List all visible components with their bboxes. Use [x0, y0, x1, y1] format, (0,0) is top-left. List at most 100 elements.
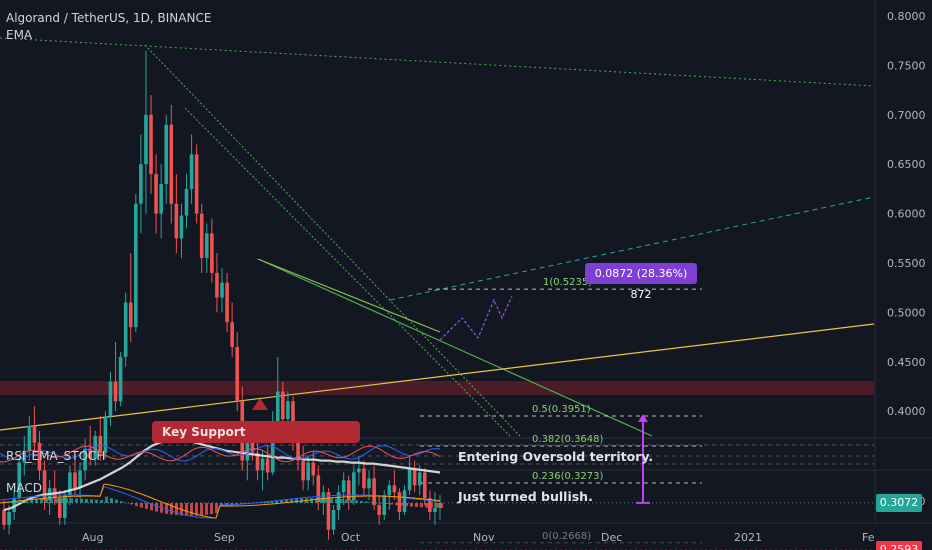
candle-body: [230, 322, 234, 347]
rsi-panel-bg: [0, 438, 874, 470]
chart-title[interactable]: Algorand / TetherUS, 1D, BINANCE: [6, 11, 212, 25]
y-tick-label: 0.7500: [887, 59, 926, 72]
candle-body: [88, 448, 92, 459]
candle-body: [392, 485, 397, 493]
candle-body: [245, 442, 250, 461]
candle-body: [2, 510, 6, 525]
key-support-zone: [0, 381, 874, 395]
macd-bar: [35, 499, 38, 503]
candle-body: [194, 154, 199, 214]
macd-signal-line: [0, 483, 441, 519]
macd-annotation: Just turned bullish.: [458, 489, 593, 504]
y-tick-label: 0.5500: [887, 257, 926, 270]
candle-body: [326, 492, 331, 530]
macd-bar: [310, 498, 313, 503]
candle-body: [27, 426, 32, 451]
macd-bar: [105, 496, 108, 503]
x-tick-label: Fe: [862, 531, 875, 544]
candle-body: [402, 490, 407, 512]
y-tick-label: 0.6000: [887, 208, 926, 221]
macd-bar: [115, 499, 118, 503]
current-price-tag: 0.3072: [876, 493, 922, 512]
macd-bar: [190, 503, 193, 516]
macd-bar: [435, 503, 438, 508]
candle-body: [108, 381, 113, 417]
support-trendline: [0, 323, 875, 431]
candle-body: [199, 213, 204, 259]
candle-body: [357, 468, 361, 473]
macd-bar: [405, 503, 408, 507]
macd-bar: [290, 499, 293, 503]
candle-body: [179, 215, 184, 239]
macd-bar: [60, 498, 63, 503]
candle-body: [42, 470, 47, 501]
macd-bar: [25, 500, 28, 503]
candle-body: [331, 510, 336, 530]
candle-body: [144, 114, 148, 165]
macd-bar: [385, 503, 388, 504]
candle-body: [296, 442, 300, 461]
macd-bar: [295, 498, 298, 503]
candle-body: [32, 426, 37, 443]
upper-trendline: [0, 37, 875, 87]
macd-bar: [155, 503, 158, 512]
macd-bar: [315, 498, 318, 503]
rsi-panel-label[interactable]: RSI_EMA_STOCH: [6, 449, 106, 463]
candle-body: [250, 442, 255, 453]
macd-bar: [285, 499, 288, 503]
y-tick-label: 0.7000: [887, 109, 926, 122]
descending-resistance: [257, 258, 653, 437]
x-tick-label: 2021: [734, 531, 762, 544]
macd-bar: [20, 500, 23, 503]
macd-bar: [95, 499, 98, 503]
candle-body: [7, 511, 11, 525]
macd-bar: [120, 501, 123, 503]
macd-bar: [215, 503, 218, 514]
macd-bar: [50, 498, 53, 503]
candle-body: [189, 154, 194, 189]
x-tick-label: Nov: [473, 531, 495, 544]
macd-bar: [325, 498, 328, 503]
macd-bar: [70, 498, 73, 503]
candle-body: [367, 478, 371, 489]
macd-bar: [270, 500, 273, 503]
candle-body: [275, 391, 280, 422]
macd-bar: [395, 503, 398, 506]
support-price-tag: 0.2593: [876, 541, 922, 550]
candle-body: [93, 435, 98, 459]
projected-path: [439, 295, 513, 341]
macd-bar: [140, 503, 143, 508]
macd-bar: [40, 498, 43, 503]
candle-body: [362, 468, 366, 489]
macd-bar: [275, 500, 278, 503]
candle-body: [17, 462, 22, 499]
resistance-wedge-top: [257, 258, 441, 333]
indicator-label[interactable]: EMA: [6, 28, 33, 42]
candle-body: [422, 472, 427, 499]
candle-body: [336, 492, 341, 510]
macd-bar: [30, 499, 33, 503]
candle-body: [22, 450, 27, 463]
y-tick-label: 0.5000: [887, 306, 926, 319]
macd-bar: [205, 503, 208, 515]
candle-body: [412, 468, 417, 486]
candle-body: [184, 188, 189, 216]
macd-bar: [420, 503, 423, 508]
macd-panel-label[interactable]: MACD: [6, 481, 42, 495]
candle-body: [341, 480, 346, 493]
measure-label: 0.0872 (28.36%) 872: [585, 263, 697, 301]
macd-line: [0, 486, 441, 519]
macd-bar: [145, 503, 148, 509]
candle-body: [63, 495, 67, 518]
candle-body: [387, 485, 392, 496]
y-tick-label: 0.4000: [887, 405, 926, 418]
candle-body: [417, 472, 422, 486]
measure-arrowhead: [638, 414, 648, 423]
macd-bar: [440, 503, 443, 508]
candle-body: [311, 462, 316, 476]
macd-bar: [350, 500, 353, 503]
macd-bar: [280, 499, 283, 503]
macd-bar: [210, 503, 213, 514]
candle-body: [78, 470, 82, 489]
